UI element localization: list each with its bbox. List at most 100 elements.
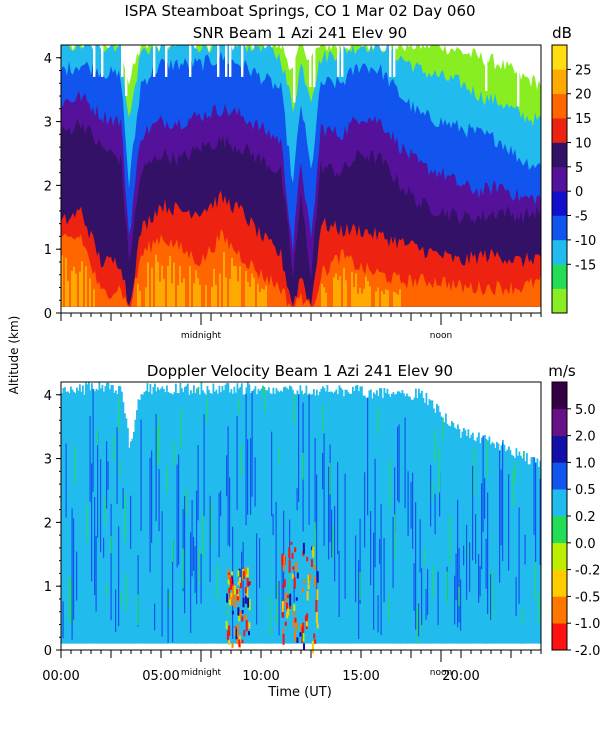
velocity-column — [383, 388, 386, 644]
velocity-streak — [458, 548, 460, 623]
velocity-convective-cell — [226, 593, 229, 603]
velocity-streak — [220, 490, 222, 517]
velocity-heatmap — [61, 382, 542, 654]
velocity-column — [254, 386, 257, 644]
velocity-column — [484, 435, 486, 644]
snr-colorbar-tick-label: -5 — [575, 210, 588, 225]
snr-yellow-column — [79, 271, 81, 307]
snr-yellow-column — [251, 273, 253, 307]
velocity-streak — [91, 463, 93, 582]
velocity-column — [179, 383, 182, 644]
velocity-streak — [392, 516, 394, 589]
velocity-streak — [241, 551, 243, 584]
velocity-column — [451, 421, 453, 644]
velocity-streak — [119, 460, 121, 476]
velocity-streak — [481, 483, 483, 570]
velocity-column — [341, 389, 344, 644]
velocity-streak — [434, 493, 436, 535]
velocity-streak — [398, 424, 400, 503]
velocity-axis-xtick-label: 10:00 — [242, 669, 279, 684]
snr-yellow-column — [365, 276, 367, 307]
velocity-column — [263, 387, 266, 644]
velocity-convective-cell — [307, 584, 310, 590]
snr-yellow-column — [263, 289, 265, 307]
snr-yellow-column — [399, 289, 401, 307]
velocity-streak — [469, 542, 471, 592]
velocity-column — [236, 383, 239, 644]
velocity-column — [287, 389, 290, 644]
velocity-streak — [289, 519, 291, 561]
velocity-streak — [236, 416, 238, 510]
velocity-convective-cell — [287, 594, 290, 598]
velocity-streak — [104, 497, 106, 525]
velocity-column — [290, 386, 293, 644]
velocity-streak — [499, 450, 501, 583]
velocity-column — [361, 386, 363, 644]
velocity-axis-xtick-label: 00:00 — [42, 669, 79, 684]
velocity-column — [461, 431, 464, 644]
velocity-column — [446, 423, 449, 644]
velocity-streak — [416, 605, 418, 644]
velocity-column — [215, 389, 218, 644]
velocity-convective-cell — [294, 617, 297, 623]
snr-gap-streak — [93, 45, 96, 77]
velocity-streak — [262, 385, 264, 396]
velocity-streak — [172, 539, 174, 643]
velocity-streak — [425, 589, 427, 620]
velocity-column — [170, 393, 173, 644]
snr-colorbar-tick-label: -15 — [575, 258, 596, 273]
snr-gap-streak — [229, 45, 232, 77]
velocity-column — [527, 464, 530, 644]
velocity-streak — [484, 478, 486, 519]
snr-yellow-column — [189, 266, 191, 307]
velocity-streak — [271, 431, 273, 517]
snr-colorbar-swatch — [552, 69, 567, 95]
velocity-convective-cell — [231, 643, 234, 648]
velocity-convective-cell — [284, 621, 287, 626]
velocity-streak — [322, 405, 324, 431]
velocity-column — [538, 467, 540, 644]
velocity-column — [112, 385, 114, 644]
snr-yellow-column — [353, 287, 355, 307]
velocity-column — [478, 432, 480, 644]
velocity-column — [143, 392, 146, 644]
velocity-column — [362, 395, 365, 644]
velocity-convective-cell — [306, 557, 309, 562]
snr-yellow-column — [237, 281, 239, 307]
velocity-convective-cell — [238, 595, 241, 603]
snr-gap-streak — [341, 45, 344, 77]
velocity-column — [199, 394, 201, 644]
velocity-convective-cell — [302, 542, 305, 554]
velocity-colorbar-swatch — [552, 489, 567, 517]
velocity-column — [266, 390, 269, 644]
velocity-column — [403, 393, 405, 644]
snr-yellow-column — [351, 272, 353, 307]
velocity-streak — [173, 441, 175, 467]
velocity-column — [437, 405, 440, 644]
velocity-column — [523, 451, 525, 644]
velocity-streak — [518, 507, 520, 604]
velocity-convective-cell — [239, 610, 242, 619]
velocity-column — [125, 418, 128, 644]
snr-colorbar-swatch — [552, 215, 567, 241]
velocity-column — [443, 422, 446, 644]
velocity-streak — [460, 579, 462, 631]
snr-colorbar-tick-label: -10 — [575, 234, 596, 249]
velocity-column — [496, 442, 498, 644]
velocity-streak — [209, 495, 211, 582]
velocity-column — [250, 393, 252, 644]
velocity-colorbar-swatch — [552, 542, 567, 570]
velocity-streak — [289, 567, 291, 616]
velocity-streak — [181, 407, 183, 448]
velocity-column — [491, 442, 494, 644]
velocity-streak — [535, 462, 537, 562]
velocity-convective-cell — [244, 595, 247, 604]
snr-yellow-column — [73, 266, 75, 307]
velocity-column — [419, 393, 422, 644]
velocity-streak — [149, 457, 151, 573]
velocity-streak — [229, 477, 231, 547]
velocity-streak — [94, 496, 96, 596]
snr-yellow-column — [177, 285, 179, 307]
velocity-streak — [373, 532, 375, 630]
velocity-colorbar-swatch — [552, 623, 567, 651]
